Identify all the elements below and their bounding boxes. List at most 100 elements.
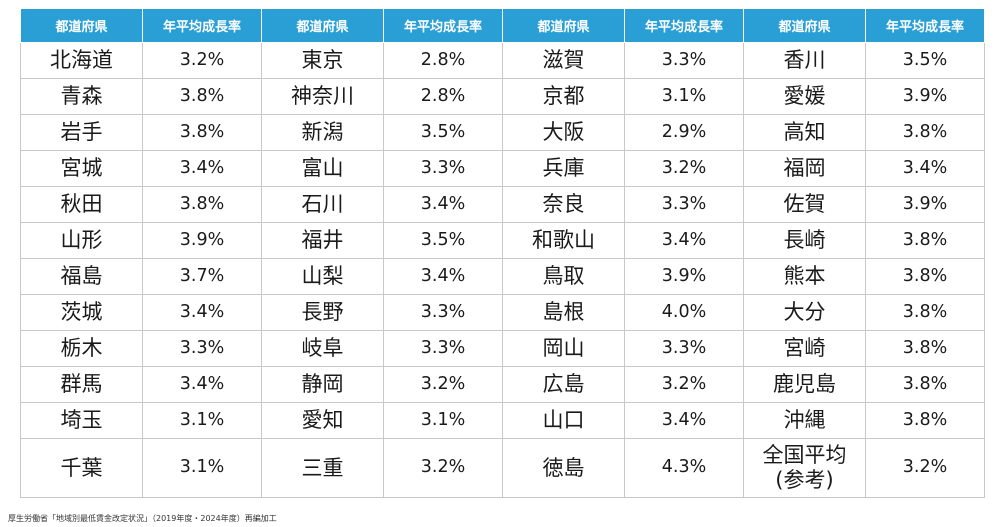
growth-rate-cell: 3.3% <box>624 330 744 367</box>
prefecture-cell: 岐阜 <box>261 330 384 367</box>
prefecture-cell: 宮城 <box>20 150 143 187</box>
prefecture-cell: 京都 <box>502 78 625 115</box>
growth-rate-cell: 3.8% <box>865 114 985 151</box>
growth-rate-cell: 3.1% <box>142 438 262 498</box>
prefecture-cell: 茨城 <box>20 294 143 331</box>
prefecture-cell: 神奈川 <box>261 78 384 115</box>
table-row: 群馬 3.4% 静岡 3.2% 広島 3.2% 鹿児島 3.8% <box>20 366 985 403</box>
prefecture-cell: 長野 <box>261 294 384 331</box>
growth-rate-cell: 3.3% <box>383 330 503 367</box>
growth-rate-cell: 2.8% <box>383 78 503 115</box>
prefecture-cell: 千葉 <box>20 438 143 498</box>
growth-rate-cell: 4.3% <box>624 438 744 498</box>
prefecture-cell: 岩手 <box>20 114 143 151</box>
table-header-row: 都道府県 年平均成長率 都道府県 年平均成長率 都道府県 年平均成長率 都道府県… <box>20 8 985 43</box>
header-prefecture: 都道府県 <box>502 8 625 43</box>
prefecture-cell: 福岡 <box>743 150 866 187</box>
growth-rate-cell: 3.8% <box>142 186 262 223</box>
growth-rate-cell: 3.8% <box>865 294 985 331</box>
table-row: 宮城 3.4% 富山 3.3% 兵庫 3.2% 福岡 3.4% <box>20 150 985 187</box>
growth-rate-cell: 3.3% <box>383 150 503 187</box>
prefecture-cell: 佐賀 <box>743 186 866 223</box>
growth-rate-cell: 3.5% <box>383 114 503 151</box>
prefecture-cell: 長崎 <box>743 222 866 259</box>
prefecture-cell: 石川 <box>261 186 384 223</box>
prefecture-cell: 愛媛 <box>743 78 866 115</box>
header-growth-rate: 年平均成長率 <box>624 8 744 43</box>
prefecture-cell: 大阪 <box>502 114 625 151</box>
source-note: 厚生労働省「地域別最低賃金改定状況」（2019年度・2024年度）再編加工 <box>8 514 277 523</box>
growth-rate-cell: 3.4% <box>624 222 744 259</box>
growth-rate-cell: 2.8% <box>383 42 503 79</box>
header-prefecture: 都道府県 <box>261 8 384 43</box>
growth-rate-cell: 3.2% <box>624 366 744 403</box>
prefecture-cell: 島根 <box>502 294 625 331</box>
prefecture-cell: 山梨 <box>261 258 384 295</box>
prefecture-cell: 山口 <box>502 402 625 439</box>
prefecture-cell: 青森 <box>20 78 143 115</box>
prefecture-cell: 高知 <box>743 114 866 151</box>
growth-rate-cell: 3.9% <box>142 222 262 259</box>
prefecture-cell: 栃木 <box>20 330 143 367</box>
growth-rate-cell: 3.1% <box>142 402 262 439</box>
growth-rate-table: 都道府県 年平均成長率 都道府県 年平均成長率 都道府県 年平均成長率 都道府県… <box>20 8 985 498</box>
growth-rate-cell: 3.4% <box>142 366 262 403</box>
prefecture-cell: 兵庫 <box>502 150 625 187</box>
prefecture-cell: 滋賀 <box>502 42 625 79</box>
growth-rate-cell: 3.5% <box>383 222 503 259</box>
growth-rate-cell: 3.4% <box>142 294 262 331</box>
table-row: 埼玉 3.1% 愛知 3.1% 山口 3.4% 沖縄 3.8% <box>20 402 985 439</box>
growth-rate-cell: 3.2% <box>142 42 262 79</box>
growth-rate-cell: 3.8% <box>865 366 985 403</box>
prefecture-cell: 山形 <box>20 222 143 259</box>
growth-rate-cell: 3.8% <box>865 330 985 367</box>
prefecture-cell: 香川 <box>743 42 866 79</box>
growth-rate-cell: 3.3% <box>383 294 503 331</box>
growth-rate-cell: 3.3% <box>142 330 262 367</box>
growth-rate-cell: 3.4% <box>624 402 744 439</box>
prefecture-cell: 東京 <box>261 42 384 79</box>
growth-rate-cell: 3.2% <box>383 438 503 498</box>
prefecture-cell: 秋田 <box>20 186 143 223</box>
growth-rate-cell: 4.0% <box>624 294 744 331</box>
table-row: 北海道 3.2% 東京 2.8% 滋賀 3.3% 香川 3.5% <box>20 42 985 79</box>
growth-rate-cell: 3.5% <box>865 42 985 79</box>
growth-rate-cell: 3.8% <box>142 78 262 115</box>
table-row: 茨城 3.4% 長野 3.3% 島根 4.0% 大分 3.8% <box>20 294 985 331</box>
growth-rate-cell: 3.3% <box>624 186 744 223</box>
prefecture-cell: 徳島 <box>502 438 625 498</box>
growth-rate-cell: 3.1% <box>624 78 744 115</box>
prefecture-cell: 静岡 <box>261 366 384 403</box>
prefecture-cell: 鹿児島 <box>743 366 866 403</box>
header-growth-rate: 年平均成長率 <box>142 8 262 43</box>
prefecture-cell: 沖縄 <box>743 402 866 439</box>
table-row: 秋田 3.8% 石川 3.4% 奈良 3.3% 佐賀 3.9% <box>20 186 985 223</box>
table-body: 北海道 3.2% 東京 2.8% 滋賀 3.3% 香川 3.5% 青森 3.8% 神奈川 2.8% 京都… <box>20 42 985 498</box>
growth-rate-cell: 3.4% <box>383 258 503 295</box>
prefecture-cell: 三重 <box>261 438 384 498</box>
prefecture-cell: 宮崎 <box>743 330 866 367</box>
growth-rate-cell: 3.7% <box>142 258 262 295</box>
growth-rate-cell: 3.8% <box>865 222 985 259</box>
prefecture-cell: 福井 <box>261 222 384 259</box>
growth-rate-cell: 3.9% <box>865 78 985 115</box>
prefecture-cell: 和歌山 <box>502 222 625 259</box>
growth-rate-cell: 3.4% <box>383 186 503 223</box>
prefecture-cell: 福島 <box>20 258 143 295</box>
table-row: 岩手 3.8% 新潟 3.5% 大阪 2.9% 高知 3.8% <box>20 114 985 151</box>
prefecture-cell: 北海道 <box>20 42 143 79</box>
growth-rate-cell: 3.3% <box>624 42 744 79</box>
prefecture-cell: 岡山 <box>502 330 625 367</box>
growth-rate-cell: 3.2% <box>624 150 744 187</box>
growth-rate-cell: 3.8% <box>142 114 262 151</box>
growth-rate-cell: 3.9% <box>624 258 744 295</box>
table-row: 青森 3.8% 神奈川 2.8% 京都 3.1% 愛媛 3.9% <box>20 78 985 115</box>
prefecture-cell: 広島 <box>502 366 625 403</box>
header-prefecture: 都道府県 <box>20 8 143 43</box>
header-prefecture: 都道府県 <box>743 8 866 43</box>
growth-rate-cell: 3.8% <box>865 258 985 295</box>
growth-rate-cell: 3.9% <box>865 186 985 223</box>
growth-rate-cell: 2.9% <box>624 114 744 151</box>
growth-rate-cell: 3.2% <box>865 438 985 498</box>
prefecture-cell: 群馬 <box>20 366 143 403</box>
